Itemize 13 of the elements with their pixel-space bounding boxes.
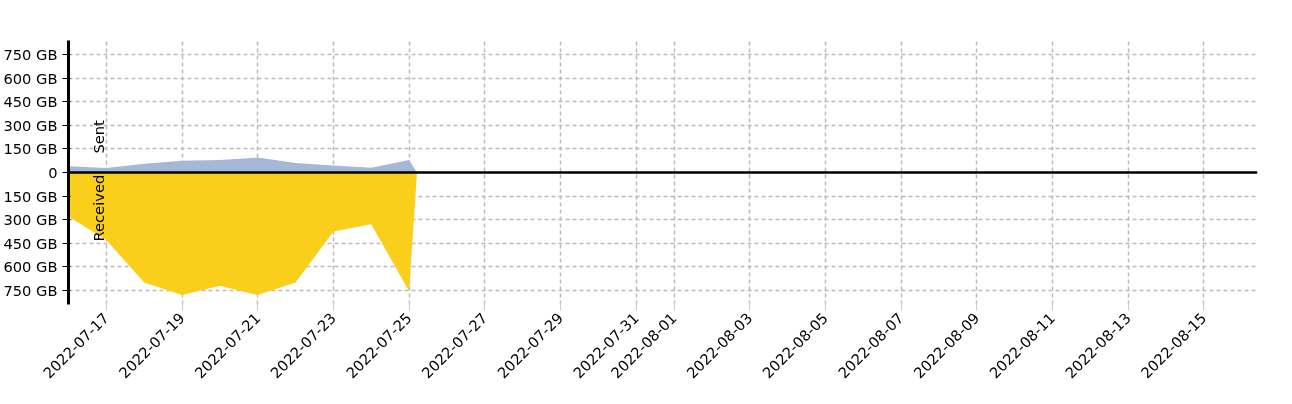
y-tick-label: 600 GB — [3, 69, 58, 87]
series-label: Received — [89, 174, 107, 242]
y-tick-label: 300 GB — [3, 211, 58, 229]
y-tick-label: 0 — [48, 164, 58, 181]
y-tick-label: 150 GB — [3, 140, 58, 158]
y-tick-label: 450 GB — [3, 234, 58, 252]
y-tick-label: 600 GB — [3, 258, 58, 276]
y-tick-label: 750 GB — [3, 281, 58, 299]
y-tick-label: 450 GB — [3, 93, 58, 111]
y-tick-label: 750 GB — [3, 46, 58, 64]
text: Sent — [89, 119, 107, 154]
y-tick-label: 300 GB — [3, 116, 58, 134]
y-tick-label: 150 GB — [3, 187, 58, 205]
